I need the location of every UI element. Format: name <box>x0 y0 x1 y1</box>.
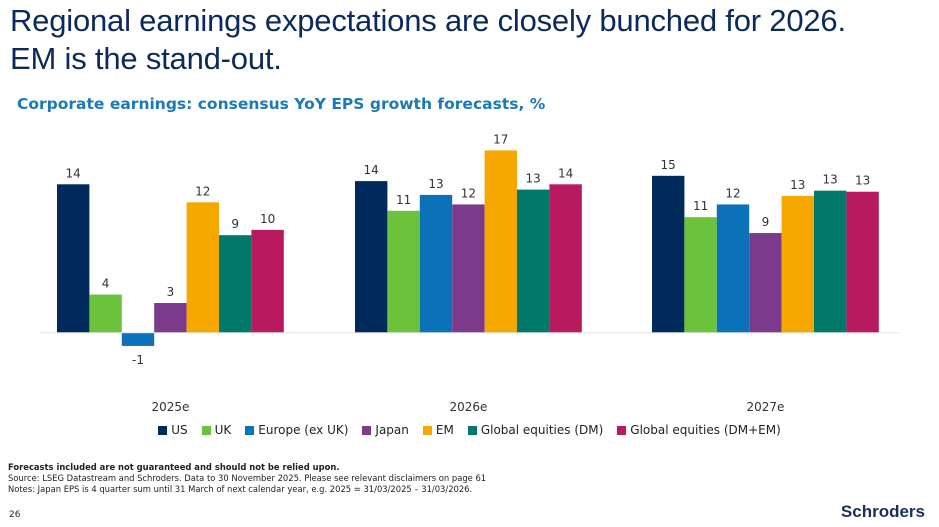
bar-2027e-global-equities-dm- <box>814 190 847 333</box>
legend-swatch <box>245 425 255 435</box>
bar-2025e-global-equities-dm- <box>219 235 252 333</box>
legend-label: EM <box>435 423 454 437</box>
data-label: -1 <box>132 353 144 367</box>
category-label: 2026e <box>449 400 487 414</box>
data-label: 3 <box>167 285 175 299</box>
data-label: 14 <box>66 166 81 180</box>
data-label: 14 <box>364 163 379 177</box>
bar-2027e-global-equities-dm-em- <box>846 191 879 333</box>
legend-item: EM <box>422 423 454 437</box>
data-label: 13 <box>428 177 443 191</box>
title-line-1: Regional earnings expectations are close… <box>10 3 846 38</box>
disclaimer: Forecasts included are not guaranteed an… <box>8 462 340 472</box>
bar-chart: 14 4 -1 3 12 9 10 2025e 14 11 13 12 17 13 14 2026e 15 11 1… <box>40 132 900 414</box>
data-label: 10 <box>260 212 275 226</box>
bar-2026e-uk <box>387 210 420 333</box>
data-label: 13 <box>855 174 870 188</box>
footnotes: Forecasts included are not guaranteed an… <box>8 462 486 495</box>
page-number: 26 <box>9 510 21 520</box>
legend-item: Global equities (DM+EM) <box>617 423 781 437</box>
bar-2025e-em <box>186 202 219 333</box>
data-label: 9 <box>231 217 239 231</box>
legend-label: US <box>171 423 188 437</box>
data-label: 14 <box>558 166 573 180</box>
legend-label: Europe (ex UK) <box>258 423 349 437</box>
bar-2026e-global-equities-dm-em- <box>549 184 582 333</box>
source-note: Source: LSEG Datastream and Schroders. D… <box>8 473 487 483</box>
data-label: 13 <box>526 172 541 186</box>
legend-item: US <box>158 423 188 437</box>
data-label: 12 <box>195 184 210 198</box>
legend-item: Europe (ex UK) <box>245 423 348 437</box>
legend-swatch <box>422 425 432 435</box>
legend-label: Global equities (DM+EM) <box>630 423 781 437</box>
legend: US UK Europe (ex UK) Japan EM Global equities… <box>0 423 939 437</box>
legend-label: Japan <box>375 423 409 437</box>
bar-2027e-em <box>781 195 814 333</box>
data-label: 15 <box>661 158 676 172</box>
japan-note: Notes: Japan EPS is 4 quarter sum until … <box>8 484 473 494</box>
bar-2026e-japan <box>452 204 485 333</box>
page-title: Regional earnings expectations are close… <box>10 2 846 78</box>
legend-item: Global equities (DM) <box>467 423 604 437</box>
bar-2025e-uk <box>89 294 122 333</box>
data-label: 4 <box>102 277 110 291</box>
title-line-2: EM is the stand-out. <box>10 41 282 76</box>
data-label: 11 <box>396 193 411 207</box>
bar-2027e-europe-ex-uk- <box>716 204 750 333</box>
data-label: 11 <box>693 199 708 213</box>
category-label: 2027e <box>746 400 784 414</box>
data-label: 13 <box>790 178 805 192</box>
schroders-logo: Schroders <box>840 502 925 521</box>
legend-swatch <box>617 425 627 435</box>
bar-2026e-em <box>484 150 517 333</box>
data-label: 9 <box>762 215 770 229</box>
bar-2027e-us <box>652 175 685 333</box>
legend-label: Global equities (DM) <box>480 423 604 437</box>
legend-swatch <box>158 425 168 435</box>
legend-swatch <box>362 425 372 435</box>
bar-2027e-uk <box>684 217 717 333</box>
bar-2027e-japan <box>749 233 782 333</box>
data-label: 13 <box>823 173 838 187</box>
legend-item: UK <box>201 423 232 437</box>
bar-2025e-europe-ex-uk- <box>121 332 155 346</box>
category-label: 2025e <box>151 400 189 414</box>
data-label: 17 <box>493 132 508 146</box>
data-label: 12 <box>461 186 476 200</box>
bar-2026e-global-equities-dm- <box>517 189 550 333</box>
bar-2025e-global-equities-dm-em- <box>251 229 284 333</box>
bar-2026e-europe-ex-uk- <box>419 194 453 333</box>
legend-swatch <box>201 425 211 435</box>
bar-2025e-japan <box>154 303 187 333</box>
data-label: 12 <box>725 186 740 200</box>
bar-2025e-us <box>57 184 90 333</box>
legend-item: Japan <box>362 423 409 437</box>
chart-title: Corporate earnings: consensus YoY EPS gr… <box>17 95 546 113</box>
legend-label: UK <box>214 423 232 437</box>
bar-2026e-us <box>355 181 388 333</box>
legend-swatch <box>467 425 477 435</box>
